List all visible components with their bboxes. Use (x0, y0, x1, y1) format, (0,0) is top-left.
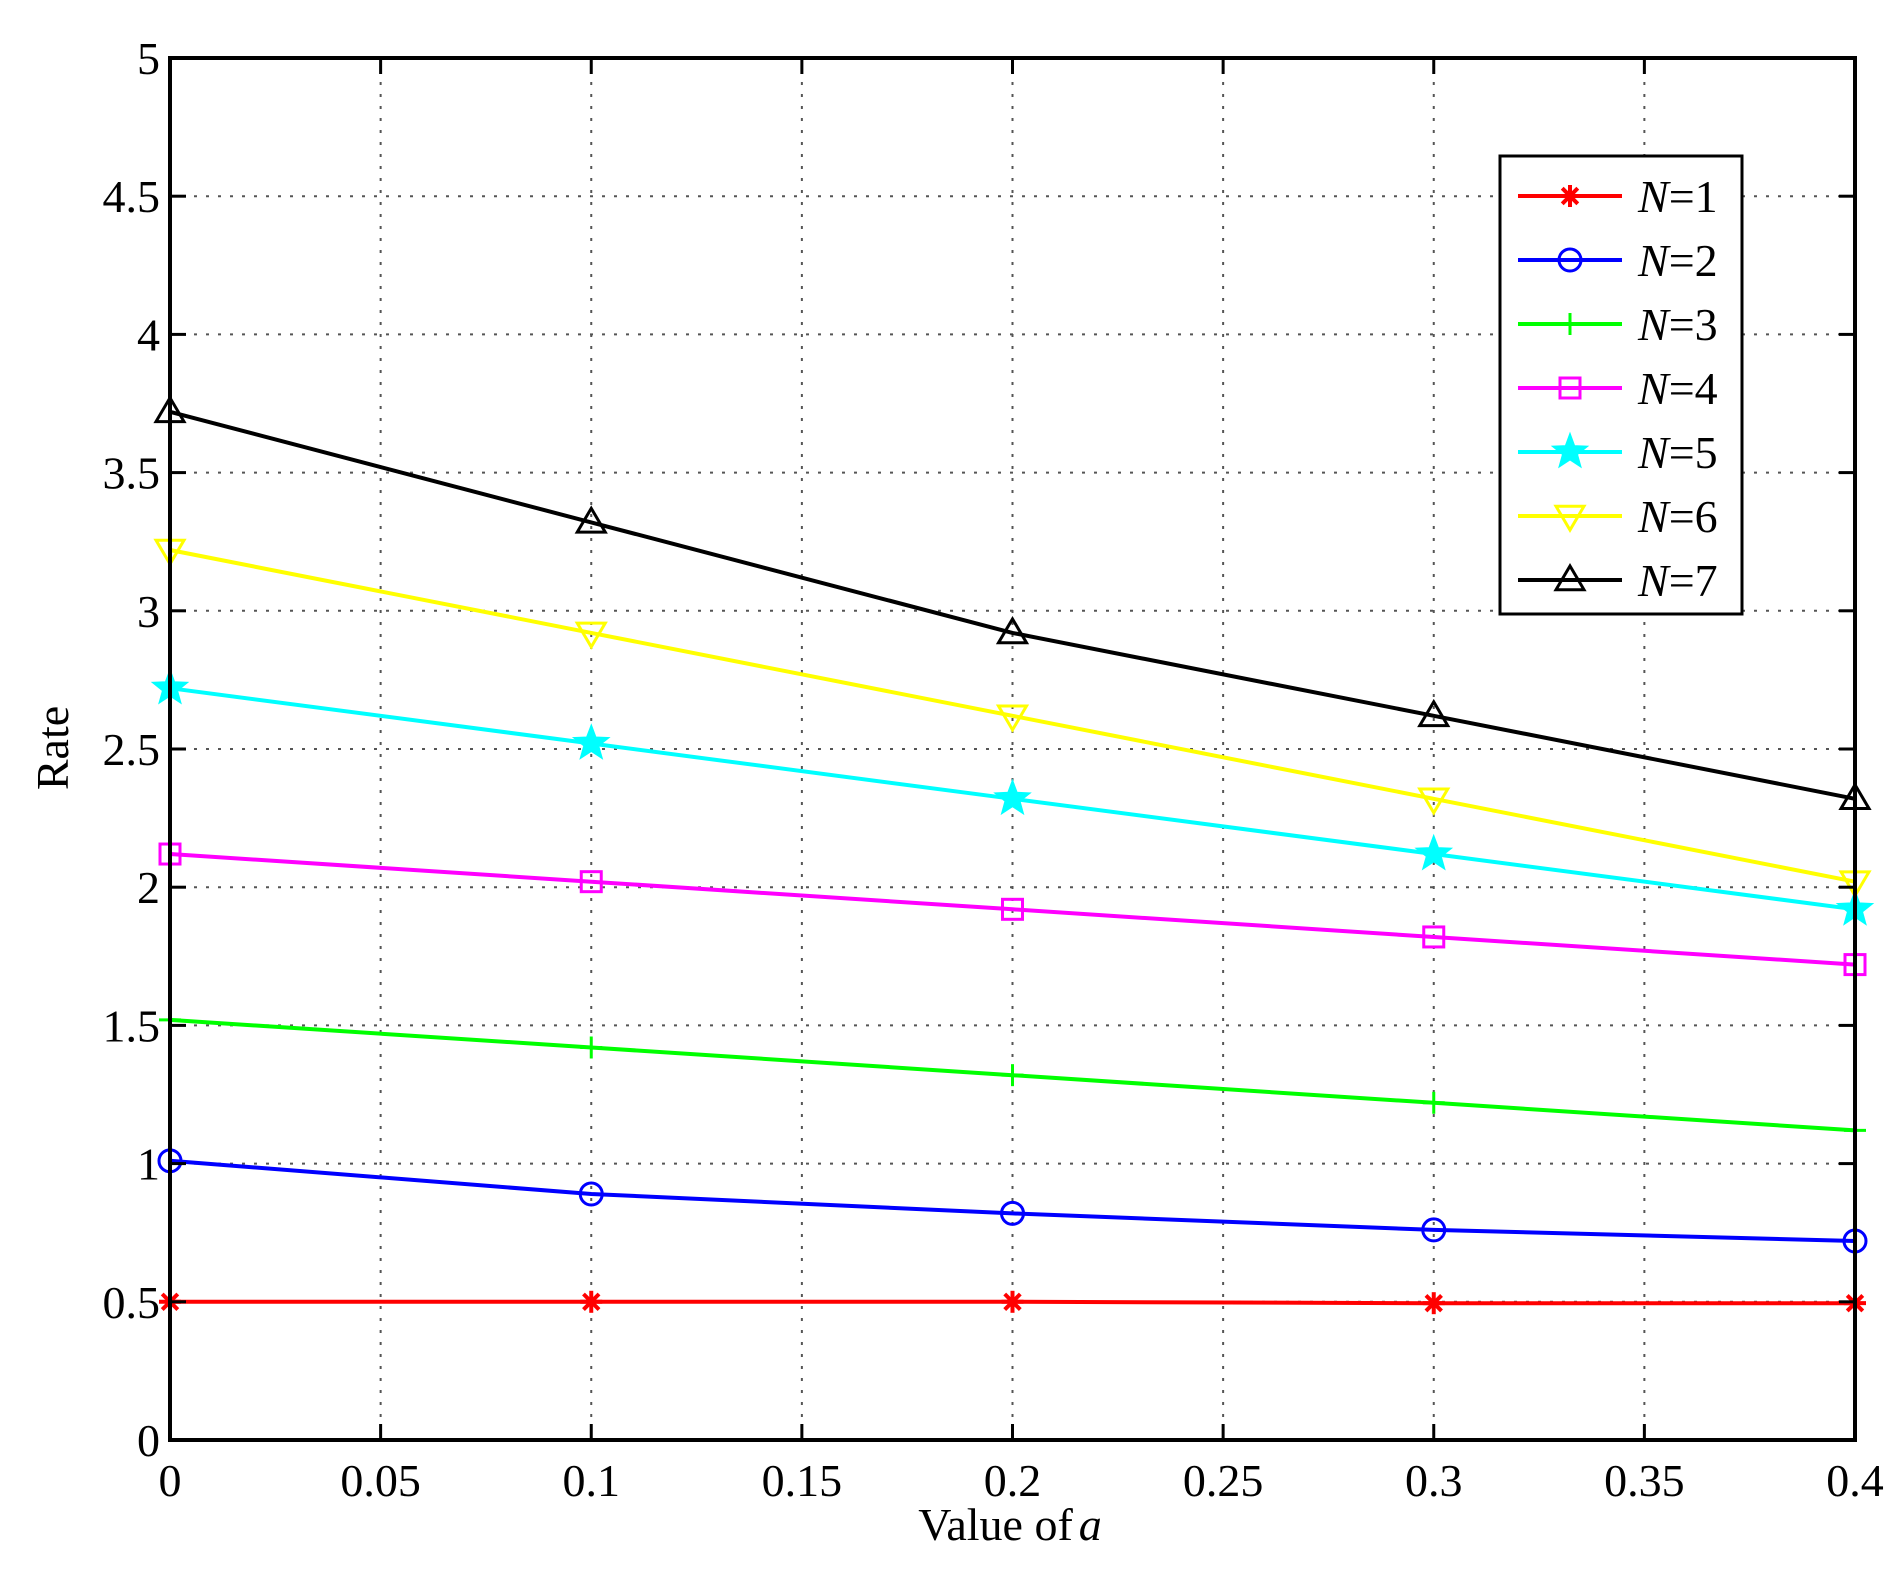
y-tick-label: 5 (137, 33, 160, 84)
legend-label-variable: N (1637, 299, 1671, 350)
y-tick-label: 1 (137, 1139, 160, 1190)
x-tick-label: 0.1 (563, 1455, 621, 1506)
legend-marker (1557, 247, 1583, 273)
legend-label: N=1 (1637, 171, 1718, 222)
x-tick-label: 0.15 (762, 1455, 843, 1506)
data-point (995, 615, 1030, 645)
legend-label-value: =3 (1669, 299, 1718, 350)
x-tick-label: 0.35 (1604, 1455, 1685, 1506)
legend-label: N=4 (1637, 363, 1718, 414)
legend-label-variable: N (1637, 427, 1671, 478)
data-point (1417, 787, 1451, 816)
data-point (574, 621, 608, 650)
data-point (1422, 925, 1446, 949)
legend-item: N=4 (1518, 363, 1718, 414)
y-tick-label: 3.5 (103, 448, 161, 499)
data-point (574, 505, 608, 534)
legend-marker (1553, 504, 1587, 533)
y-tick-label: 3 (137, 586, 160, 637)
legend-label: N=3 (1637, 299, 1718, 350)
legend-item: N=3 (1518, 299, 1718, 350)
series-layer (150, 394, 1875, 1315)
legend-label-variable: N (1637, 171, 1671, 222)
x-tick-label: 0.4 (1826, 1455, 1884, 1506)
data-point (1000, 1200, 1025, 1226)
legend-label-variable: N (1637, 363, 1671, 414)
series-n-2 (157, 1148, 1868, 1254)
legend-marker (1559, 313, 1581, 335)
legend-label-value: =4 (1669, 363, 1718, 414)
legend-label-value: =7 (1669, 555, 1718, 606)
y-tick-label: 2.5 (103, 724, 161, 775)
x-axis-label-text: Value of (918, 1499, 1073, 1550)
legend-marker (1558, 376, 1582, 400)
legend-label-variable: N (1637, 491, 1671, 542)
legend-label: N=2 (1637, 235, 1718, 286)
legend: N=1N=2N=3N=4N=5N=6N=7 (1498, 154, 1744, 616)
x-tick-label: 0.25 (1183, 1455, 1264, 1506)
data-point (1417, 698, 1451, 728)
x-tick-label: 0.3 (1405, 1455, 1463, 1506)
data-point (1001, 1290, 1024, 1313)
y-tick-label: 1.5 (103, 1000, 161, 1051)
series-line (169, 409, 1856, 801)
y-tick-label: 4.5 (103, 171, 161, 222)
y-tick-label: 4 (137, 309, 160, 360)
legend-label-value: =1 (1669, 171, 1718, 222)
data-point (578, 1181, 604, 1207)
data-point (580, 1036, 603, 1059)
data-point (1414, 833, 1454, 871)
legend-marker (1550, 431, 1590, 469)
y-tick-label: 0 (137, 1415, 160, 1466)
legend-label-value: =6 (1669, 491, 1718, 542)
x-tick-label: 0.05 (340, 1455, 421, 1506)
x-axis-label-variable: a (1079, 1499, 1102, 1550)
data-point (1001, 897, 1024, 921)
series-n-7 (153, 394, 1872, 811)
legend-label-value: =5 (1669, 427, 1718, 478)
legend-box (1498, 154, 1744, 616)
data-point (1421, 1217, 1447, 1243)
data-point (993, 778, 1032, 816)
tick-labels: 0 0.05 0.1 0.15 0.2 0.25 0.3 0.35 0.4 0 0.5 1 1.5 2 2.… (103, 33, 1884, 1506)
data-point (571, 723, 611, 760)
legend-label: N=7 (1637, 555, 1718, 606)
data-point (1422, 1091, 1445, 1114)
series-line (169, 1158, 1856, 1243)
legend-label-value: =2 (1669, 235, 1718, 286)
legend-item: N=2 (1518, 235, 1718, 286)
x-tick-label: 0.2 (984, 1455, 1042, 1506)
legend-marker (1553, 563, 1587, 592)
legend-label-variable: N (1637, 235, 1671, 286)
legend-item: N=7 (1518, 555, 1718, 606)
y-tick-label: 2 (137, 862, 160, 913)
y-axis-label: Rate (27, 706, 78, 790)
legend-label: N=5 (1637, 427, 1718, 478)
series-n-6 (153, 538, 1872, 899)
series-line (169, 852, 1856, 967)
series-line (169, 548, 1856, 884)
data-point (995, 704, 1030, 733)
data-point (579, 870, 603, 894)
legend-label-variable: N (1637, 555, 1671, 606)
y-tick-label: 0.5 (103, 1277, 161, 1328)
data-point (1422, 1292, 1445, 1315)
data-point (1001, 1064, 1024, 1087)
legend-item: N=1 (1518, 171, 1718, 222)
x-axis-label: Value of a (918, 1499, 1102, 1550)
legend-item: N=5 (1518, 427, 1718, 478)
legend-item: N=6 (1518, 491, 1718, 542)
legend-marker (1559, 185, 1581, 207)
tick-marks (168, 56, 1857, 1442)
x-tick-label: 0 (159, 1455, 182, 1506)
legend-label: N=6 (1637, 491, 1718, 542)
data-point (580, 1290, 603, 1313)
